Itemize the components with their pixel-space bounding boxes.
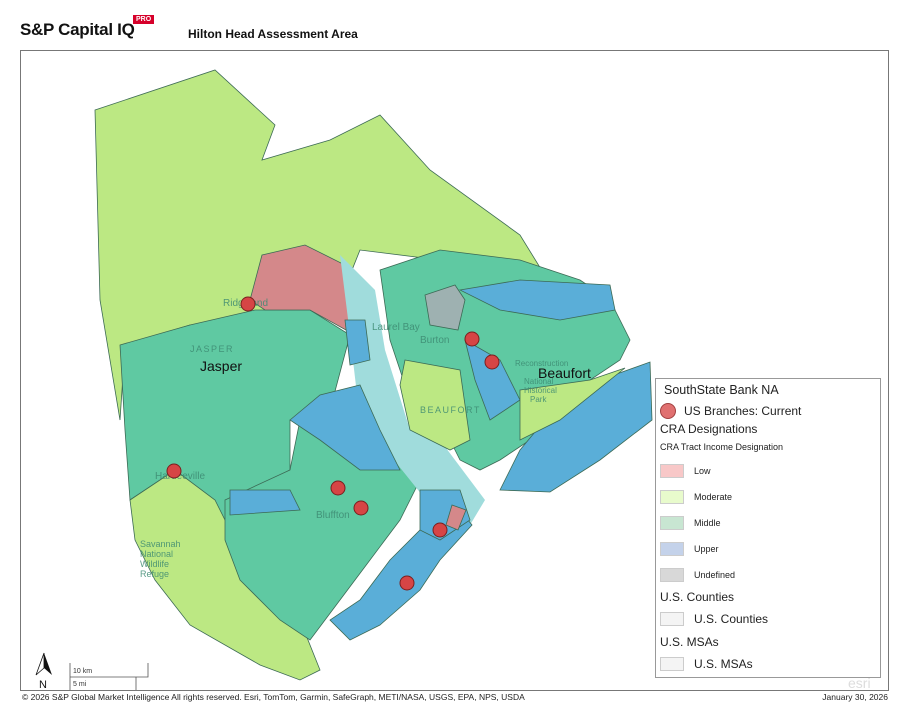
label-laurel-bay: Laurel Bay bbox=[372, 322, 420, 333]
label-park-1: Reconstruction bbox=[515, 359, 568, 368]
legend-cra-heading: CRA Designations bbox=[660, 422, 758, 436]
branch-marker[interactable] bbox=[353, 500, 369, 516]
brand-logo: S&P Capital IQ bbox=[20, 20, 135, 39]
label-refuge-2: National bbox=[140, 549, 173, 559]
tract-upper-hilton-head[interactable] bbox=[329, 509, 473, 641]
label-park-4: Park bbox=[530, 395, 547, 404]
map-title: Hilton Head Assessment Area bbox=[188, 27, 358, 41]
footer-date: January 30, 2026 bbox=[822, 692, 888, 702]
tract-upper-beaufort-north[interactable] bbox=[458, 279, 616, 321]
legend-branches-label: US Branches: Current bbox=[684, 404, 802, 418]
branch-marker[interactable] bbox=[240, 296, 256, 312]
legend-msas-heading: U.S. MSAs bbox=[660, 635, 719, 649]
label-hardeeville: Hardeeville bbox=[155, 471, 205, 482]
label-refuge-1: Savannah bbox=[140, 539, 181, 549]
swatch-counties bbox=[660, 612, 684, 626]
legend-msas: U.S. MSAs bbox=[694, 657, 753, 671]
pro-badge: PRO bbox=[133, 15, 155, 24]
label-beaufort-county: BEAUFORT bbox=[420, 405, 481, 415]
tract-upper-west-sound[interactable] bbox=[289, 384, 401, 471]
branch-icon bbox=[660, 403, 676, 419]
scale-bar bbox=[69, 663, 149, 690]
branch-marker[interactable] bbox=[330, 480, 346, 496]
label-park-3: Historical bbox=[524, 386, 557, 395]
scale-km: 10 km bbox=[73, 668, 92, 675]
north-label: N bbox=[39, 679, 47, 691]
branch-marker[interactable] bbox=[399, 575, 415, 591]
label-burton: Burton bbox=[420, 335, 449, 346]
legend-cra-sub: CRA Tract Income Designation bbox=[660, 442, 784, 452]
swatch-undefined bbox=[660, 568, 684, 582]
branch-marker[interactable] bbox=[166, 463, 182, 479]
swatch-moderate bbox=[660, 490, 684, 504]
legend-moderate: Moderate bbox=[694, 492, 733, 502]
label-refuge-3: Wildlife bbox=[140, 559, 169, 569]
swatch-low bbox=[660, 464, 684, 478]
legend-upper: Upper bbox=[694, 544, 719, 554]
swatch-middle bbox=[660, 516, 684, 530]
map-legend: SouthState Bank NA US Branches: Current … bbox=[655, 378, 881, 678]
north-arrow-icon: N bbox=[35, 652, 52, 691]
legend-counties: U.S. Counties bbox=[694, 612, 769, 626]
label-refuge-4: Refuge bbox=[140, 569, 169, 579]
scale-mi: 5 mi bbox=[73, 681, 87, 688]
label-jasper-county: JASPER bbox=[190, 344, 234, 354]
copyright: © 2026 S&P Global Market Intelligence Al… bbox=[22, 692, 525, 702]
swatch-upper bbox=[660, 542, 684, 556]
label-park-2: National bbox=[524, 377, 554, 386]
tract-upper-river[interactable] bbox=[344, 319, 371, 366]
tract-low-hh[interactable] bbox=[445, 504, 467, 531]
label-jasper: Jasper bbox=[200, 358, 242, 374]
tract-undefined[interactable] bbox=[424, 284, 466, 331]
tract-upper-bluffton[interactable] bbox=[229, 489, 301, 516]
esri-logo: esri bbox=[848, 675, 871, 691]
legend-middle: Middle bbox=[694, 518, 721, 528]
swatch-msas bbox=[660, 657, 684, 671]
map-frame[interactable] bbox=[20, 50, 889, 691]
label-beaufort: Beaufort bbox=[538, 365, 591, 381]
branch-marker[interactable] bbox=[432, 522, 448, 538]
tract-moderate-south[interactable] bbox=[129, 469, 321, 681]
legend-counties-heading: U.S. Counties bbox=[660, 590, 735, 604]
water-sound bbox=[340, 255, 485, 525]
branch-marker[interactable] bbox=[484, 354, 500, 370]
legend-undefined: Undefined bbox=[694, 570, 736, 580]
legend-low: Low bbox=[694, 466, 711, 476]
tract-moderate-port-royal[interactable] bbox=[399, 359, 471, 451]
tract-moderate-lady-island[interactable] bbox=[519, 367, 626, 441]
label-bluffton: Bluffton bbox=[316, 510, 350, 521]
branch-marker[interactable] bbox=[464, 331, 480, 347]
legend-title: SouthState Bank NA bbox=[664, 383, 779, 397]
legend-branches: US Branches: Current bbox=[660, 403, 801, 419]
